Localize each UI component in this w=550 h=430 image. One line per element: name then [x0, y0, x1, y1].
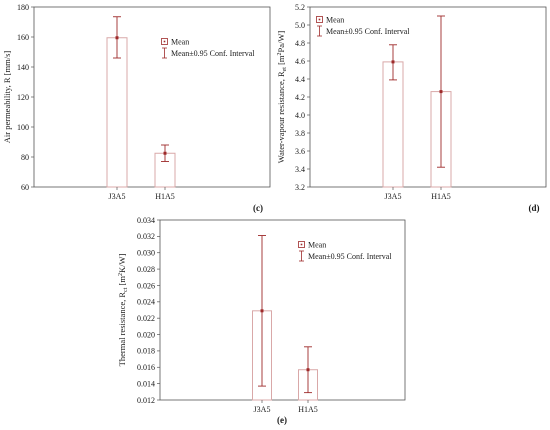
y-tick-label-e-10: 0.032	[137, 232, 155, 241]
bars-e: J3A5 H1A5	[252, 235, 318, 414]
plot-area-e	[159, 219, 406, 401]
mean-point-d-J3A5	[391, 60, 395, 64]
y-ticks-d: 3.2 3.4 3.6 3.8 4.0 4.2 4.4 4.6 4.8 5.0 5.2	[295, 3, 310, 192]
y-tick-label-c-1: 80	[21, 153, 29, 162]
y-tick-label-e-2: 0.016	[137, 363, 155, 372]
ylabel-c: Air permeability, R [mm/s]	[2, 51, 12, 144]
panel-label-e: (e)	[277, 415, 287, 425]
legend-e: Mean Mean±0.95 Conf. Interval	[298, 241, 392, 262]
legend-mean-dot-d	[318, 18, 321, 21]
y-tick-label-e-9: 0.030	[137, 249, 155, 258]
legend-mean-label-e: Mean	[308, 241, 326, 250]
y-tick-label-d-8: 4.8	[295, 39, 305, 48]
x-tick-label-d-H1A5: H1A5	[431, 192, 451, 201]
x-tick-label-c-H1A5: H1A5	[155, 192, 175, 201]
legend-mean-dot-e	[300, 243, 303, 246]
y-tick-label-e-7: 0.026	[137, 281, 155, 290]
y-tick-label-d-2: 3.6	[295, 147, 305, 156]
ylabel-d: Water-vapour resistance, Ret [m2Pa/W]	[276, 31, 288, 164]
legend-c: Mean Mean±0.95 Conf. Interval	[161, 38, 255, 59]
bars-c: J3A5 H1A5	[106, 16, 176, 201]
y-tick-label-c-2: 100	[17, 123, 29, 132]
y-tick-label-e-4: 0.020	[137, 330, 155, 339]
mean-point-e-H1A5	[306, 368, 310, 372]
mean-point-c-J3A5	[115, 36, 119, 40]
x-tick-label-c-J3A5: J3A5	[109, 192, 126, 201]
y-tick-label-e-0: 0.012	[137, 396, 155, 405]
mean-point-c-H1A5	[163, 151, 167, 155]
y-tick-label-e-5: 0.022	[137, 314, 155, 323]
bars-d: J3A5 H1A5	[382, 15, 452, 201]
panel-c: Air permeability, R [mm/s] 60 80 100 120 140…	[2, 3, 271, 213]
legend-mean-label-d: Mean	[326, 16, 344, 25]
mean-point-e-J3A5	[260, 309, 264, 313]
y-tick-label-d-6: 4.4	[295, 75, 305, 84]
y-tick-label-e-8: 0.028	[137, 265, 155, 274]
y-ticks-e: 0.012 0.014 0.016 0.018 0.020 0.022 0.024 0.026…	[137, 216, 160, 405]
ylabel-e: Thermal resistance, Rct [m2K/W]	[117, 254, 129, 367]
legend-ci-label-c: Mean±0.95 Conf. Interval	[171, 49, 255, 58]
bar-c-J3A5	[106, 37, 128, 188]
y-tick-label-e-3: 0.018	[137, 347, 155, 356]
panel-label-d: (d)	[529, 203, 540, 213]
y-tick-label-d-3: 3.8	[295, 129, 305, 138]
y-tick-label-d-7: 4.6	[295, 57, 305, 66]
legend-mean-marker-e	[298, 241, 305, 248]
y-tick-label-c-0: 60	[21, 183, 29, 192]
legend-mean-marker-d	[316, 16, 323, 23]
y-tick-label-d-1: 3.4	[295, 165, 305, 174]
y-tick-label-d-4: 4.0	[295, 111, 305, 120]
x-tick-label-e-J3A5: J3A5	[254, 405, 271, 414]
y-tick-label-c-4: 140	[17, 63, 29, 72]
panel-d: Water-vapour resistance, Ret [m2Pa/W] 3.…	[276, 3, 547, 213]
y-tick-label-d-5: 4.2	[295, 93, 305, 102]
y-tick-label-e-1: 0.014	[137, 379, 155, 388]
y-tick-label-c-3: 120	[17, 93, 29, 102]
legend-mean-dot-c	[163, 40, 166, 43]
mean-point-d-H1A5	[439, 90, 443, 94]
x-tick-label-e-H1A5: H1A5	[298, 405, 318, 414]
legend-d: Mean Mean±0.95 Conf. Interval	[316, 16, 410, 37]
y-tick-label-c-6: 180	[17, 3, 29, 12]
bar-d-J3A5	[382, 61, 404, 188]
y-ticks-c: 60 80 100 120 140 160 180	[17, 3, 34, 192]
legend-mean-marker-c	[161, 38, 168, 45]
y-tick-label-e-11: 0.034	[137, 216, 155, 225]
y-tick-label-e-6: 0.024	[137, 298, 155, 307]
legend-ci-label-d: Mean±0.95 Conf. Interval	[326, 27, 410, 36]
y-tick-label-d-9: 5.0	[295, 21, 305, 30]
legend-mean-label-c: Mean	[171, 38, 189, 47]
y-tick-label-d-0: 3.2	[295, 183, 305, 192]
y-tick-label-d-10: 5.2	[295, 3, 305, 12]
legend-ci-label-e: Mean±0.95 Conf. Interval	[308, 252, 392, 261]
panel-e: Thermal resistance, Rct [m2K/W] 0.0120.0…	[117, 216, 406, 425]
y-tick-label-c-5: 160	[17, 33, 29, 42]
plot-area-c	[33, 6, 271, 188]
panel-label-c: (c)	[253, 203, 263, 213]
x-tick-label-d-J3A5: J3A5	[385, 192, 402, 201]
